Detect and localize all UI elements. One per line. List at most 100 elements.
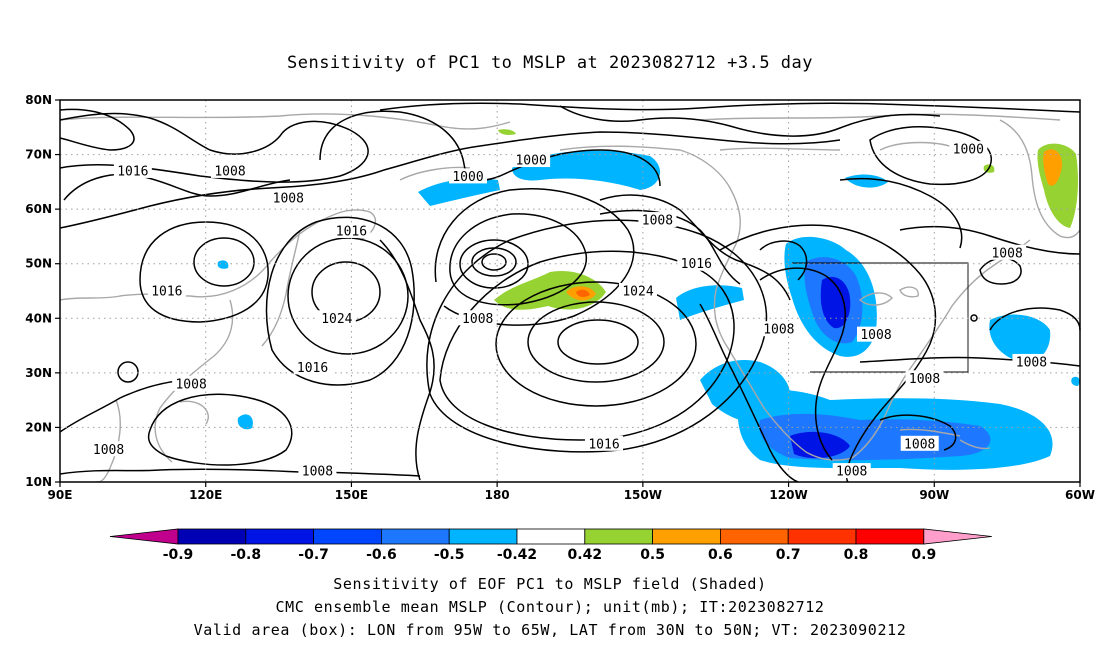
contour-na-1008a — [699, 303, 799, 483]
colorbar-box — [855, 528, 925, 545]
contour-label-bg — [619, 283, 657, 298]
contour-label-bg — [269, 190, 308, 206]
colorbar-label: 0.5 — [640, 547, 665, 563]
lat-tick-label: 40N — [25, 311, 52, 325]
footer: Sensitivity of EOF PC1 to MSLP field (Sh… — [194, 575, 907, 639]
contour-label: 1008 — [642, 214, 673, 229]
mslp-contours — [59, 102, 1081, 483]
colorbar-box — [245, 528, 315, 545]
contour-label: 1016 — [151, 285, 182, 300]
lon-tick-label: 60W — [1065, 488, 1095, 502]
shade-neg-alaska — [845, 174, 888, 188]
valid-box-outline — [792, 262, 969, 373]
contour-label: 1016 — [336, 224, 367, 239]
contour-label-bg — [832, 463, 871, 479]
colorbar-low-arrow — [109, 528, 179, 545]
colorbar-label: -0.5 — [434, 547, 465, 563]
contour-label: 1008 — [214, 164, 245, 179]
colorbar-high-arrow — [923, 528, 992, 545]
contour-pacific-1008 — [379, 239, 435, 481]
contour-east-1008 — [899, 225, 1081, 255]
contour-label: 1008 — [836, 465, 867, 480]
shade-pos-pacific — [494, 270, 606, 310]
contour-asia-wave — [139, 221, 269, 323]
contour-se-asia-low — [147, 393, 293, 466]
shade-neg-siberia — [418, 178, 500, 206]
contour-label-bg — [449, 168, 487, 184]
contour-label-bg — [89, 441, 128, 457]
contour-high-asia-3 — [265, 216, 415, 386]
shade-neg-gulf-ak — [676, 285, 744, 320]
lon-tick-label: 150W — [624, 488, 662, 502]
lon-tick-label: 180 — [485, 488, 510, 502]
contour-atlantic-1008 — [859, 356, 1081, 367]
contour-label: 1008 — [991, 246, 1022, 261]
coast-greatlakes — [858, 286, 919, 306]
contour-label-bg — [988, 244, 1027, 260]
contour-label-bg — [332, 222, 371, 238]
contour-label-bg — [1012, 353, 1051, 369]
colorbar-label: 0.8 — [844, 547, 869, 563]
contour-label-bg — [512, 152, 551, 168]
colorbar-label: -0.7 — [298, 547, 329, 563]
valid-area-box — [792, 262, 969, 373]
contour-label: 1008 — [904, 437, 935, 452]
contour-label: 1000 — [515, 154, 546, 169]
contour-label-bg — [905, 370, 944, 386]
shade-pos-small-1 — [498, 129, 516, 135]
contour-small-low — [970, 314, 978, 322]
contour-label-layer: 1016 1008 1008 1016 1000 1000 1008 1016 1016 1024… — [89, 141, 1051, 480]
latitude-axis: 80N 70N 60N 50N 40N 30N 20N 10N — [25, 93, 60, 489]
colorbar-label: -0.8 — [230, 547, 261, 563]
contour-label-bg — [900, 435, 939, 451]
contour-label-bg — [638, 212, 677, 228]
contour-na-1008c — [759, 240, 808, 281]
contour-gulf-mex-1008 — [879, 414, 957, 451]
contour-high-asia-2 — [287, 237, 409, 355]
contour-upper-left — [59, 108, 135, 151]
map-panel: 1016 1008 1008 1016 1000 1000 1008 1016 1016 1024… — [25, 93, 1095, 502]
contour-label: 1000 — [953, 143, 984, 158]
lat-tick-label: 80N — [25, 93, 52, 107]
contour-high-mongolia — [193, 237, 255, 287]
contour-label: 1000 — [452, 170, 483, 185]
footer-line-3: Valid area (box): LON from 95W to 65W, L… — [194, 621, 907, 639]
contour-label: 1008 — [273, 192, 304, 207]
plot-title: Sensitivity of PC1 to MSLP at 2023082712… — [287, 53, 813, 73]
contour-label: 1024 — [321, 312, 352, 327]
contour-label-bg — [949, 141, 988, 157]
lon-tick-label: 90E — [48, 488, 73, 502]
contour-low-india — [117, 361, 139, 383]
colorbar-box — [313, 528, 382, 545]
coast-na-west — [713, 289, 853, 461]
contour-high-pacific-5 — [426, 219, 768, 453]
contour-west-1016 — [63, 173, 291, 201]
contour-label: 1008 — [175, 377, 206, 392]
shade-neg-small-2 — [237, 414, 253, 430]
lat-tick-label: 20N — [25, 420, 52, 434]
contour-se-asia-1008 — [59, 468, 421, 477]
lat-tick-label: 30N — [25, 366, 52, 380]
contour-label: 1016 — [297, 361, 328, 376]
colorbar-box — [584, 528, 653, 545]
colorbar-box — [787, 528, 857, 545]
contour-canada-1008 — [839, 177, 963, 249]
contour-label-bg — [113, 162, 152, 178]
coast-japan — [261, 229, 301, 347]
contour-north-wave — [379, 102, 1081, 113]
contour-label: 1008 — [860, 328, 891, 343]
lat-tick-label: 70N — [25, 148, 52, 162]
contour-label: 1016 — [588, 437, 619, 452]
lat-tick-label: 10N — [25, 475, 52, 489]
colorbar-label: -0.6 — [366, 547, 397, 563]
contour-arctic-1008 — [59, 131, 841, 229]
colorbar-box — [177, 528, 247, 545]
contour-label-bg — [211, 162, 249, 178]
contour-label: 1016 — [681, 257, 712, 272]
contour-arctic-1016 — [59, 112, 369, 183]
colorbar: -0.9 -0.8 -0.7 -0.6 -0.5 -0.42 0.42 0.5 0.6 0.7 0.… — [109, 528, 992, 563]
contour-label-bg — [458, 310, 497, 326]
footer-line-1: Sensitivity of EOF PC1 to MSLP field (Sh… — [333, 575, 766, 593]
contour-label-bg — [317, 310, 356, 326]
contour-label-bg — [147, 283, 186, 298]
